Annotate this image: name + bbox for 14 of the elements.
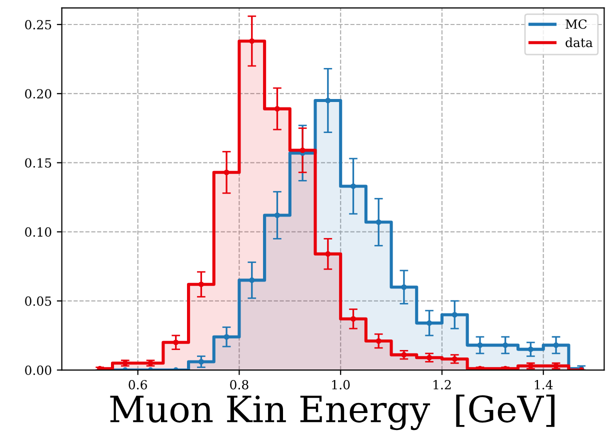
x-tick-label: 1.2 (434, 380, 451, 390)
x-axis-title: Muon Kin Energy [GeV] (110, 394, 554, 430)
y-tick-label: 0.15 (25, 158, 52, 168)
x-tick-label: 0.8 (230, 380, 248, 390)
x-tick-label: 1.4 (534, 380, 553, 390)
x-tick-label: 0.6 (128, 380, 147, 390)
y-tick-label: 0.25 (25, 20, 52, 30)
y-tick-label: 0.20 (25, 89, 52, 99)
x-tick-label: 1.0 (332, 380, 350, 390)
legend-label: MC (566, 19, 587, 29)
y-tick-label: 0.00 (25, 366, 52, 375)
y-tick-label: 0.10 (25, 227, 52, 237)
legend-label: data (566, 38, 593, 48)
y-tick-label: 0.05 (25, 296, 52, 306)
